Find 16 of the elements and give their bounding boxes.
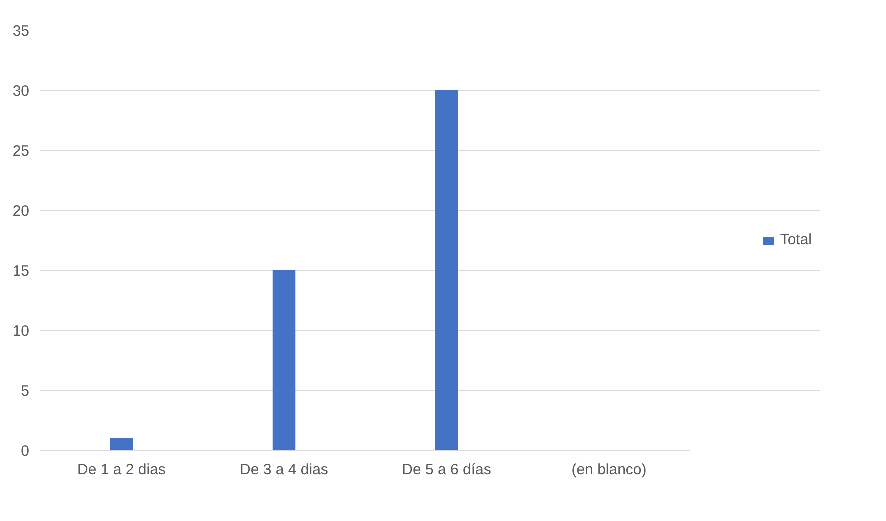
x-tick-label: De 3 a 4 dias: [240, 462, 328, 478]
legend-label: Total: [780, 232, 812, 248]
y-tick-label: 5: [21, 383, 30, 400]
y-tick-label: 30: [12, 83, 30, 100]
y-tick-label: 25: [12, 143, 30, 160]
y-tick-label: 15: [12, 263, 30, 280]
bar: [110, 438, 134, 450]
y-tick-label: 0: [21, 443, 30, 460]
bar: [272, 270, 296, 450]
y-tick-label: 35: [12, 23, 30, 40]
x-tick-label: De 5 a 6 días: [402, 462, 492, 478]
y-tick-label: 10: [12, 323, 30, 340]
bar: [435, 90, 458, 450]
y-tick-label: 20: [12, 203, 30, 220]
x-tick-label: De 1 a 2 dias: [78, 462, 166, 478]
x-tick-label: (en blanco): [572, 462, 647, 478]
